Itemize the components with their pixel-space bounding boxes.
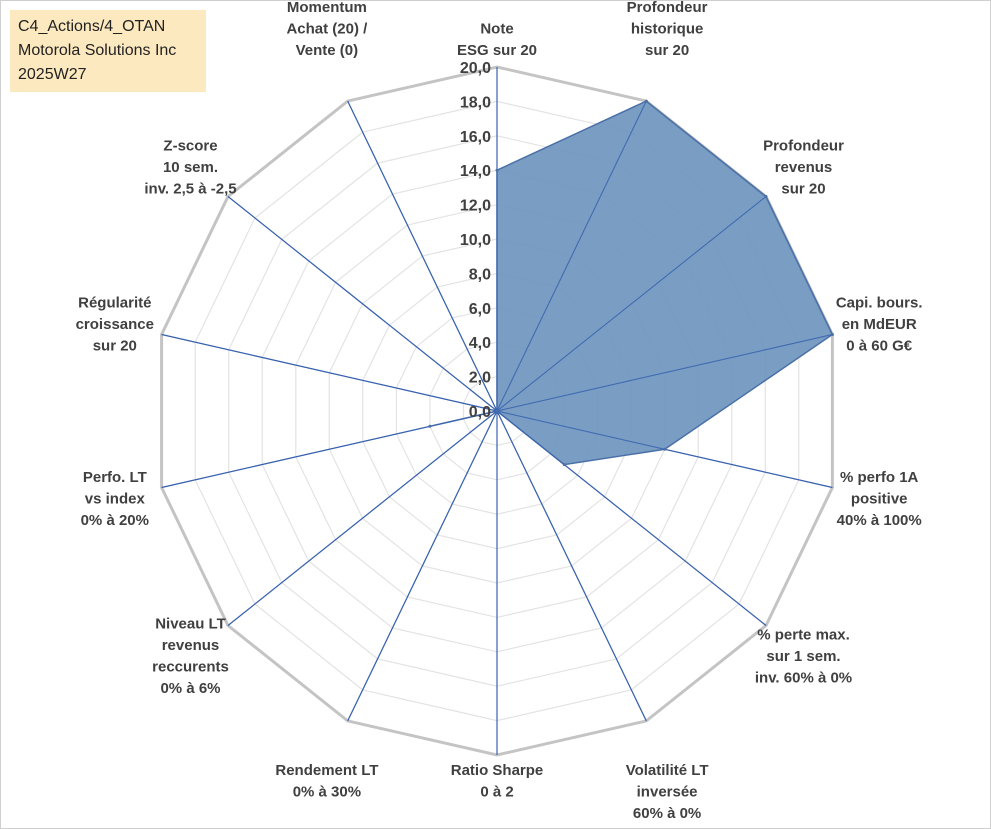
data-point xyxy=(495,409,499,413)
axis-label: Profondeur historique sur 20 xyxy=(627,0,708,59)
axis-label-line: Ratio Sharpe xyxy=(451,762,544,779)
axis-label: Momentum Achat (20) / Vente (0) xyxy=(286,0,368,59)
axis-label-line: vs index xyxy=(85,491,146,508)
axis-label-line: 0% à 6% xyxy=(160,680,220,697)
axis-label-line: 10 sem. xyxy=(163,159,218,176)
data-point xyxy=(764,195,768,198)
axis-label-line: Perfo. LT xyxy=(83,469,147,486)
axis-label-line: % perfo 1A xyxy=(840,469,919,486)
axis-spoke-overlay xyxy=(161,410,498,488)
tick-label: 18,0 xyxy=(460,94,491,111)
axis-label: Profondeur revenus sur 20 xyxy=(763,138,844,198)
tick-label: 14,0 xyxy=(460,163,491,180)
axis-label: Z-score 10 sem. inv. 2,5 à -2,5 xyxy=(144,138,236,198)
axis-label-line: 0 à 2 xyxy=(480,784,513,801)
axis-spoke-overlay xyxy=(496,410,647,722)
axis-label-line: sur 1 sem. xyxy=(766,648,840,665)
axis-label: % perfo 1A positive 40% à 100% xyxy=(837,469,922,529)
tick-label: 16,0 xyxy=(460,129,491,146)
axis-label-line: inv. 2,5 à -2,5 xyxy=(144,181,236,198)
axis-label-line: reccurents xyxy=(152,659,229,676)
axis-label-line: % perte max. xyxy=(757,626,850,643)
axis-label-line: Vente (0) xyxy=(296,42,359,59)
tick-label: 20,0 xyxy=(460,60,491,77)
tick-label: 0,0 xyxy=(469,404,491,421)
axis-label: Note ESG sur 20 xyxy=(457,21,537,60)
axis-spoke-overlay xyxy=(496,196,767,412)
axis-label-line: croissance xyxy=(76,316,154,333)
tick-label: 10,0 xyxy=(460,232,491,249)
axis-label-line: Rendement LT xyxy=(275,762,378,779)
axis-label-line: Z-score xyxy=(163,138,217,155)
data-point xyxy=(562,463,566,467)
axis-label-line: 40% à 100% xyxy=(837,512,922,529)
title-line-company: Motorola Solutions Inc xyxy=(18,42,177,59)
data-point xyxy=(495,168,499,172)
axis-label-line: 60% à 0% xyxy=(633,805,701,822)
tick-label: 2,0 xyxy=(469,370,491,387)
axis-label-line: inversée xyxy=(637,784,698,801)
axis-spoke-overlay xyxy=(161,334,498,412)
axis-label-line: revenus xyxy=(775,159,833,176)
data-point xyxy=(830,333,834,336)
axis-label: Régularité croissance sur 20 xyxy=(76,295,154,355)
axis-label-line: positive xyxy=(851,491,908,508)
axis-label-line: 0 à 60 G€ xyxy=(846,338,913,355)
axis-spoke-overlay xyxy=(347,100,498,412)
axis-label-line: Régularité xyxy=(78,295,151,312)
axis-label: Rendement LT 0% à 30% xyxy=(275,762,378,801)
axis-label-line: 0% à 20% xyxy=(81,512,149,529)
tick-label: 12,0 xyxy=(460,198,491,215)
tick-label: 8,0 xyxy=(469,266,491,283)
title-line-portfolio: C4_Actions/4_OTAN xyxy=(18,18,166,35)
tick-label: 4,0 xyxy=(469,335,491,352)
axis-spoke-overlay xyxy=(227,196,498,412)
axis-label-line: Profondeur xyxy=(763,138,844,155)
axis-spoke-overlay xyxy=(496,100,647,412)
axis-label: % perte max. sur 1 sem. inv. 60% à 0% xyxy=(755,626,852,686)
data-point xyxy=(663,447,667,451)
axis-spoke-overlay xyxy=(496,334,833,412)
axis-label-line: Profondeur xyxy=(627,0,708,16)
axis-label-line: sur 20 xyxy=(645,42,689,59)
axis-label-line: Momentum xyxy=(287,0,367,16)
axis-label: Capi. bours. en MdEUR 0 à 60 G€ xyxy=(836,295,923,355)
axis-label: Volatilité LT inversée 60% à 0% xyxy=(626,762,709,822)
axis-spoke-overlay xyxy=(496,410,767,626)
axis-label-line: en MdEUR xyxy=(842,316,917,333)
axis-label-line: historique xyxy=(631,21,704,38)
axis-spoke-overlay xyxy=(227,410,498,626)
axis-label-line: sur 20 xyxy=(93,338,137,355)
axis-label: Perfo. LT vs index 0% à 20% xyxy=(81,469,149,529)
axis-label-line: Niveau LT xyxy=(155,616,226,633)
axis-label-line: revenus xyxy=(162,637,220,654)
axis-label-line: Note xyxy=(480,21,513,38)
data-point xyxy=(428,424,432,428)
axis-spoke-overlay xyxy=(347,410,498,722)
axis-label-line: inv. 60% à 0% xyxy=(755,669,852,686)
data-point xyxy=(644,99,648,103)
tick-label: 6,0 xyxy=(469,301,491,318)
axis-label-line: sur 20 xyxy=(781,181,825,198)
axis-label: Niveau LT revenus reccurents 0% à 6% xyxy=(152,616,229,698)
axis-label-line: Volatilité LT xyxy=(626,762,709,779)
axis-label-line: ESG sur 20 xyxy=(457,42,537,59)
axis-label-line: Achat (20) / xyxy=(286,21,368,38)
title-line-week: 2025W27 xyxy=(18,66,87,83)
axis-label-line: 0% à 30% xyxy=(293,784,361,801)
axis-label: Ratio Sharpe 0 à 2 xyxy=(451,762,544,801)
axis-label-line: Capi. bours. xyxy=(836,295,923,312)
chart-title-box: C4_Actions/4_OTAN Motorola Solutions Inc… xyxy=(10,10,206,92)
